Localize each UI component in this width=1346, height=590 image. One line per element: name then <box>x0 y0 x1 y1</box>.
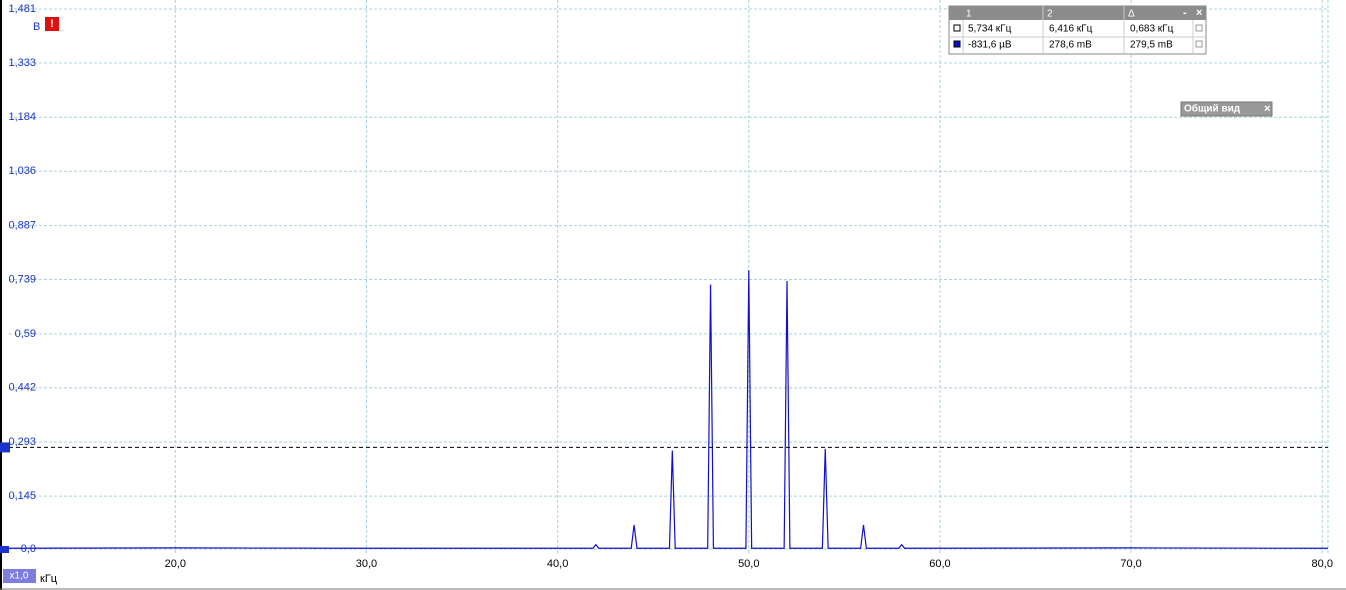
unit-label: В <box>33 21 40 33</box>
x-swatch <box>953 24 961 32</box>
table-cell: 0,683 кГц <box>1130 24 1174 35</box>
y-tick-label: 0,293 <box>8 436 36 448</box>
x-tick-label: 50,0 <box>738 558 759 570</box>
cursor-handle[interactable] <box>0 442 10 453</box>
warning-box[interactable] <box>45 17 59 31</box>
zoom-label[interactable]: x1,0 <box>10 571 29 582</box>
lock-icon[interactable] <box>1195 24 1203 32</box>
y-tick-label: 0,442 <box>8 382 36 394</box>
warning-icon[interactable]: ! <box>50 18 54 30</box>
table-header-cell: 2 <box>1047 9 1053 20</box>
table-cell: 5,734 кГц <box>968 24 1012 35</box>
y-tick-label: 1,036 <box>8 165 36 177</box>
spectrum-line <box>8 270 1329 549</box>
lock-icon[interactable] <box>1195 40 1203 48</box>
y-tick-label: 0,887 <box>8 219 36 231</box>
x-tick-label: 60,0 <box>929 558 950 570</box>
zoom-box[interactable] <box>3 569 36 583</box>
x-unit: кГц <box>40 573 58 585</box>
table-close[interactable]: × <box>1196 7 1202 19</box>
table-cell: 278,6 mВ <box>1049 40 1092 51</box>
y-tick-label: 0,59 <box>15 328 36 340</box>
table-minimize[interactable]: - <box>1183 7 1187 19</box>
table-header-cell: Δ <box>1128 9 1135 20</box>
y-tick-label: 0,145 <box>8 490 36 502</box>
table-header <box>949 6 1206 20</box>
x-tick-label: 70,0 <box>1120 558 1141 570</box>
table-header-cell: 1 <box>966 9 972 20</box>
overview-close[interactable]: × <box>1264 103 1270 115</box>
y-tick-label: 0,0 <box>21 543 36 555</box>
x-tick-label: 20,0 <box>165 558 186 570</box>
table-cell: 279,5 mВ <box>1130 40 1173 51</box>
overview-frame[interactable] <box>1180 101 1273 117</box>
y-tick-label: 0,739 <box>8 273 36 285</box>
y-swatch <box>953 40 961 48</box>
overview-box[interactable]: Общий вид × <box>1180 101 1273 117</box>
table-cell: 6,416 кГц <box>1049 24 1093 35</box>
y-tick-label: 1,333 <box>8 57 36 69</box>
x-tick-label: 80,0 <box>1312 558 1333 570</box>
cursor-table: - × <box>948 5 1207 55</box>
y-tick-label: 1,481 <box>8 3 36 15</box>
overview-label[interactable]: Общий вид <box>1184 103 1241 115</box>
y-tick-label: 1,184 <box>8 111 36 123</box>
x-tick-label: 40,0 <box>547 558 568 570</box>
x-tick-label: 30,0 <box>356 558 377 570</box>
table-cell: -831,6 µВ <box>968 40 1012 51</box>
zero-handle <box>0 546 9 553</box>
